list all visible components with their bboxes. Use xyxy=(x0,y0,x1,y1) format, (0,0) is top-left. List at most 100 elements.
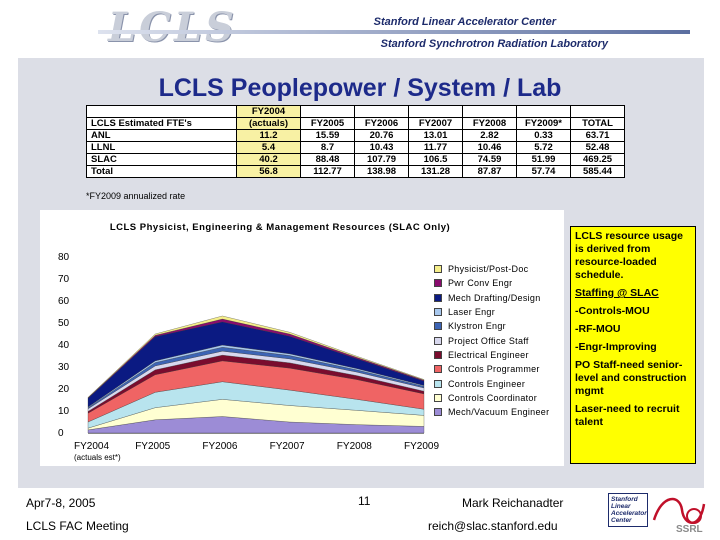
fte-cell: 138.98 xyxy=(354,165,409,178)
fte-cell: TOTAL xyxy=(570,117,625,130)
fte-cell xyxy=(86,105,237,118)
fte-cell: SLAC xyxy=(86,153,237,166)
legend-label: Controls Coordinator xyxy=(448,392,538,403)
fte-cell: LLNL xyxy=(86,141,237,154)
fte-cell: 63.71 xyxy=(570,129,625,142)
fte-cell xyxy=(570,105,625,118)
legend-swatch xyxy=(434,336,442,345)
fte-cell: 2.82 xyxy=(462,129,517,142)
legend-item: Pwr Conv Engr xyxy=(434,276,549,290)
legend-label: Pwr Conv Engr xyxy=(448,278,513,289)
y-tick-label: 0 xyxy=(58,428,64,439)
fte-cell: 5.72 xyxy=(516,141,571,154)
legend-item: Controls Engineer xyxy=(434,376,549,390)
legend-label: Controls Engineer xyxy=(448,378,526,389)
legend-item: Physicist/Post-Doc xyxy=(434,262,549,276)
fte-cell: 131.28 xyxy=(408,165,463,178)
y-tick-label: 20 xyxy=(58,384,70,395)
x-tick-label: FY2006 xyxy=(202,441,237,452)
fte-cell: 87.87 xyxy=(462,165,517,178)
fte-cell: 106.5 xyxy=(408,153,463,166)
fte-cell: 5.4 xyxy=(236,141,301,154)
legend-swatch xyxy=(434,293,442,302)
ssrl-logo: SSRL xyxy=(652,498,706,535)
legend-swatch xyxy=(434,265,442,274)
header-rule xyxy=(98,30,690,34)
fte-row-slac: SLAC 40.2 88.48 107.79 106.5 74.59 51.99… xyxy=(86,153,625,166)
fte-cell: FY2008 xyxy=(462,117,517,130)
fte-cell: FY2006 xyxy=(354,117,409,130)
fte-header-row-2: LCLS Estimated FTE's (actuals) FY2005 FY… xyxy=(86,117,625,130)
fte-cell: 10.46 xyxy=(462,141,517,154)
legend-label: Electrical Engineer xyxy=(448,349,529,360)
legend-label: Physicist/Post-Doc xyxy=(448,264,529,275)
legend-swatch xyxy=(434,279,442,288)
fte-cell: 13.01 xyxy=(408,129,463,142)
fte-cell: (actuals) xyxy=(236,117,301,130)
x-tick-label: FY2009 xyxy=(404,441,439,452)
note-item: -Engr-Improving xyxy=(575,341,657,353)
y-tick-label: 80 xyxy=(58,252,70,263)
fte-cell: 40.2 xyxy=(236,153,301,166)
y-tick-label: 60 xyxy=(58,296,70,307)
fte-cell: 52.48 xyxy=(570,141,625,154)
legend-item: Electrical Engineer xyxy=(434,348,549,362)
fte-cell: LCLS Estimated FTE's xyxy=(86,117,237,130)
fte-cell xyxy=(300,105,355,118)
legend-label: Controls Programmer xyxy=(448,364,540,375)
note-item: -RF-MOU xyxy=(575,323,621,335)
note-item: Staffing @ SLAC xyxy=(575,287,659,299)
org-line-1: Stanford Linear Accelerator Center xyxy=(373,16,556,28)
table-footnote: *FY2009 annualized rate xyxy=(86,191,186,201)
note-item: LCLS resource usage is derived from reso… xyxy=(575,230,683,281)
x-tick-label: FY2007 xyxy=(270,441,305,452)
fte-cell: 88.48 xyxy=(300,153,355,166)
fte-cell: 56.8 xyxy=(236,165,301,178)
fte-cell: 469.25 xyxy=(570,153,625,166)
legend-item: Project Office Staff xyxy=(434,333,549,347)
legend-swatch xyxy=(434,308,442,317)
fte-cell: 20.76 xyxy=(354,129,409,142)
page-number: 11 xyxy=(358,494,371,508)
legend-item: Klystron Engr xyxy=(434,319,549,333)
legend-label: Mech/Vacuum Engineer xyxy=(448,407,550,418)
y-tick-label: 50 xyxy=(58,318,70,329)
fte-cell: 107.79 xyxy=(354,153,409,166)
legend-item: Controls Coordinator xyxy=(434,391,549,405)
ssrl-label: SSRL xyxy=(676,524,703,535)
lcls-logo: LCLS xyxy=(108,4,237,51)
note-item: PO Staff-need senior-level and construct… xyxy=(575,359,687,397)
fte-cell: ANL xyxy=(86,129,237,142)
y-tick-label: 40 xyxy=(58,340,70,351)
footer-author: Mark Reichanadter xyxy=(462,496,564,510)
area-chart: 0 10 20 30 40 50 60 70 80 FY2004(actuals est*) FY2… xyxy=(58,252,439,462)
fte-cell: 585.44 xyxy=(570,165,625,178)
legend-item: Laser Engr xyxy=(434,305,549,319)
fte-header-row-1: FY2004 xyxy=(86,105,625,118)
org-line-2: Stanford Synchrotron Radiation Laborator… xyxy=(380,38,608,50)
x-tick-label: FY2008 xyxy=(337,441,372,452)
slide-header: LCLS Stanford Linear Accelerator Center … xyxy=(0,0,720,60)
fte-cell: 57.74 xyxy=(516,165,571,178)
footer-date: Apr7-8, 2005 xyxy=(26,496,96,510)
note-item: Laser-need to recruit talent xyxy=(575,403,680,428)
slide-title: LCLS Peoplepower / System / Lab xyxy=(158,74,562,102)
legend-swatch xyxy=(434,350,442,359)
legend-item: Mech/Vacuum Engineer xyxy=(434,405,549,419)
slac-seal-logo: Stanford Linear Accelerator Center xyxy=(608,493,648,527)
x-tick-label: FY2004 xyxy=(74,441,109,452)
legend-item: Mech Drafting/Design xyxy=(434,291,549,305)
fte-cell: 112.77 xyxy=(300,165,355,178)
fte-cell xyxy=(516,105,571,118)
footer-event: LCLS FAC Meeting xyxy=(26,519,129,533)
fte-cell: 11.77 xyxy=(408,141,463,154)
fte-cell: 74.59 xyxy=(462,153,517,166)
legend-swatch xyxy=(434,408,442,417)
fte-cell: 11.2 xyxy=(236,129,301,142)
fte-cell: 8.7 xyxy=(300,141,355,154)
notes-box: LCLS resource usage is derived from reso… xyxy=(570,226,696,464)
fte-row-anl: ANL 11.2 15.59 20.76 13.01 2.82 0.33 63.… xyxy=(86,129,625,142)
fte-cell: FY2007 xyxy=(408,117,463,130)
chart-legend: Physicist/Post-Doc Pwr Conv Engr Mech Draf… xyxy=(434,262,549,419)
fte-cell: FY2004 xyxy=(236,105,301,118)
